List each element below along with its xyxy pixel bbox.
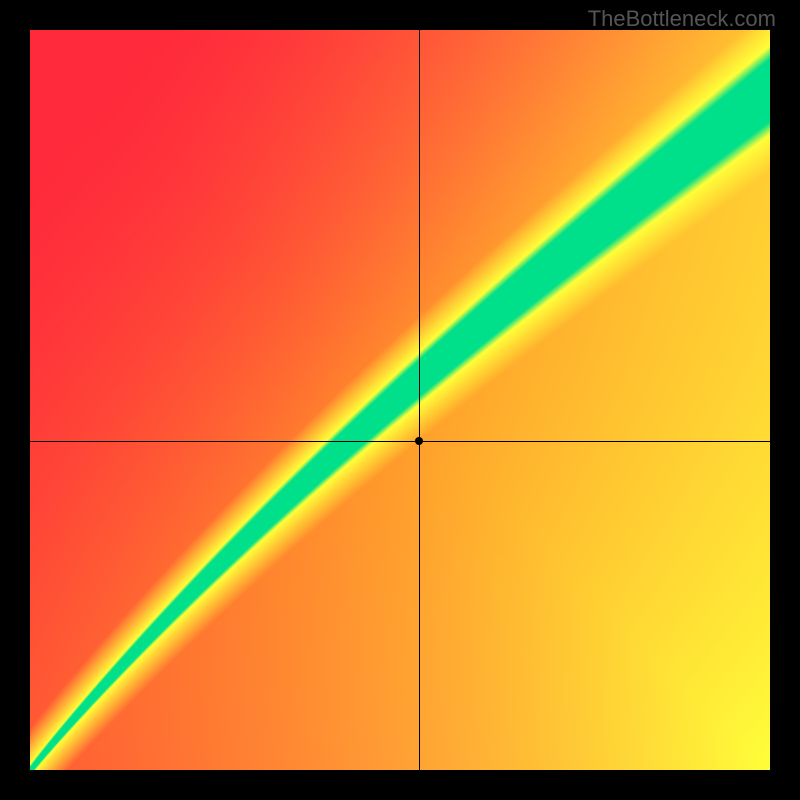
crosshair-horizontal [30, 441, 770, 442]
crosshair-vertical [419, 30, 420, 770]
watermark-text: TheBottleneck.com [588, 6, 776, 32]
heatmap-plot [30, 30, 770, 770]
heatmap-canvas [30, 30, 770, 770]
crosshair-marker [415, 437, 423, 445]
